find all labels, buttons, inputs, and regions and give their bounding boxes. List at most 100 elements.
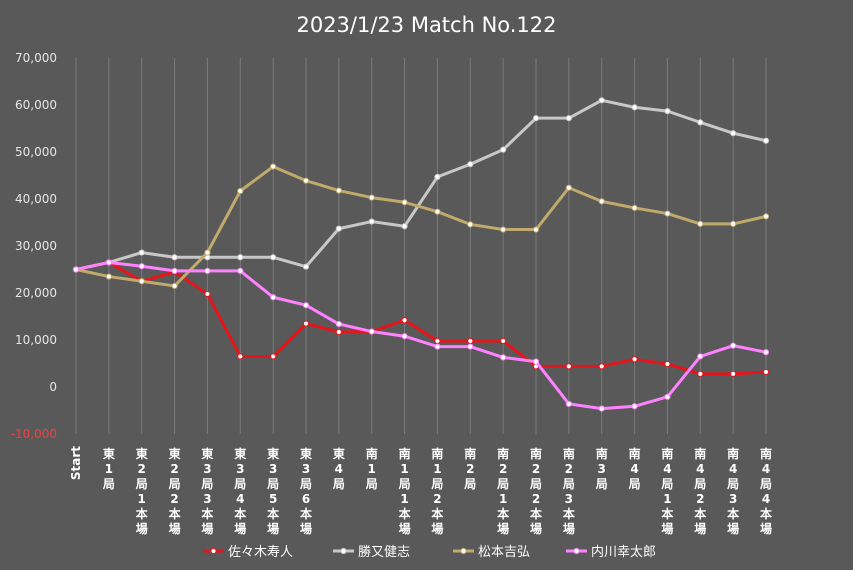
y-tick-label: 20,000	[15, 286, 57, 300]
data-point	[532, 358, 540, 365]
x-tick-label: 南 2 局 1 本場	[497, 446, 509, 536]
data-point	[434, 337, 441, 345]
series-line	[75, 260, 767, 411]
x-tick-label: 東 3 局 3 本場	[201, 446, 213, 536]
data-point	[730, 370, 737, 377]
data-point	[434, 343, 441, 350]
data-point	[565, 400, 572, 408]
data-point	[598, 97, 605, 104]
data-point	[500, 337, 507, 345]
data-point	[401, 317, 408, 324]
data-point	[335, 328, 342, 336]
data-point	[598, 198, 605, 205]
data-point	[270, 254, 277, 261]
x-tick-label: 東 2 局 2 本場	[169, 446, 181, 536]
y-tick-label: 40,000	[15, 192, 57, 206]
y-tick-label: 60,000	[15, 98, 57, 112]
data-point	[171, 254, 178, 261]
data-point	[138, 263, 145, 270]
data-point	[631, 204, 638, 212]
series-line	[75, 260, 767, 376]
data-point	[302, 177, 310, 184]
data-point	[302, 302, 310, 309]
data-point	[302, 263, 310, 270]
data-point	[401, 199, 408, 206]
x-tick-label: 東 3 局 5 本場	[267, 446, 279, 536]
legend-item: 佐々木寿人	[203, 545, 293, 560]
data-point	[697, 220, 704, 228]
data-point	[664, 210, 671, 217]
x-tick-label: 南 4 局 1 本場	[661, 446, 673, 536]
series-2	[72, 97, 770, 273]
data-point	[237, 353, 244, 360]
data-point	[598, 405, 605, 412]
legend-marker	[460, 547, 467, 555]
data-point	[664, 108, 671, 115]
series-4	[72, 259, 770, 412]
series-lines	[72, 97, 770, 412]
data-point	[434, 173, 441, 181]
x-tick-label: 南 1 局 2 本場	[431, 446, 443, 536]
grid-lines	[75, 58, 767, 434]
data-point	[697, 370, 704, 377]
data-point	[72, 266, 80, 273]
data-point	[105, 259, 112, 266]
data-point	[368, 194, 375, 201]
legend-marker	[340, 547, 347, 555]
x-tick-label: 南 1 局 1 本場	[399, 446, 411, 536]
data-point	[237, 267, 244, 275]
data-point	[204, 290, 211, 298]
data-point	[730, 342, 737, 349]
series-line	[75, 98, 767, 271]
data-point	[762, 137, 770, 144]
data-point	[270, 353, 277, 360]
data-point	[105, 273, 112, 280]
x-tick-label: 南 2 局 3 本場	[563, 446, 575, 536]
x-tick-label: 東 3 局 4 本場	[234, 446, 246, 536]
y-tick-label: 0	[49, 380, 57, 394]
data-point	[730, 130, 737, 137]
data-point	[237, 254, 244, 261]
data-point	[368, 328, 375, 335]
x-tick-label: 東 2 局 1 本場	[136, 446, 148, 536]
data-point	[171, 267, 178, 275]
data-point	[237, 187, 244, 195]
data-point	[467, 221, 474, 228]
data-point	[631, 104, 638, 111]
data-point	[598, 363, 605, 370]
data-point	[270, 163, 277, 170]
data-point	[565, 115, 572, 122]
y-tick-label: 10,000	[15, 333, 57, 347]
series-3	[72, 163, 770, 290]
data-point	[335, 225, 342, 232]
data-point	[631, 403, 638, 410]
x-tick-label: 東 3 局 6 本場	[300, 446, 312, 536]
data-point	[631, 356, 638, 363]
data-point	[368, 218, 375, 225]
data-point	[138, 278, 145, 285]
data-point	[270, 294, 277, 301]
data-point	[697, 353, 704, 360]
data-point	[500, 226, 507, 233]
legend-label: 勝又健志	[358, 545, 410, 560]
legend-item: 松本吉弘	[453, 545, 530, 560]
data-point	[565, 363, 572, 370]
data-point	[532, 115, 540, 122]
data-point	[664, 393, 671, 400]
x-tick-label: 南 4 局 4 本場	[760, 446, 772, 536]
data-point	[204, 267, 211, 275]
data-point	[532, 226, 540, 233]
data-point	[335, 187, 342, 194]
data-point	[500, 354, 507, 361]
data-point	[302, 320, 310, 327]
x-tick-label: 南 4 局 2 本場	[694, 446, 706, 536]
series-1	[72, 259, 770, 377]
data-point	[401, 333, 408, 340]
legend-item: 勝又健志	[333, 545, 410, 560]
y-tick-label: 30,000	[15, 239, 57, 253]
